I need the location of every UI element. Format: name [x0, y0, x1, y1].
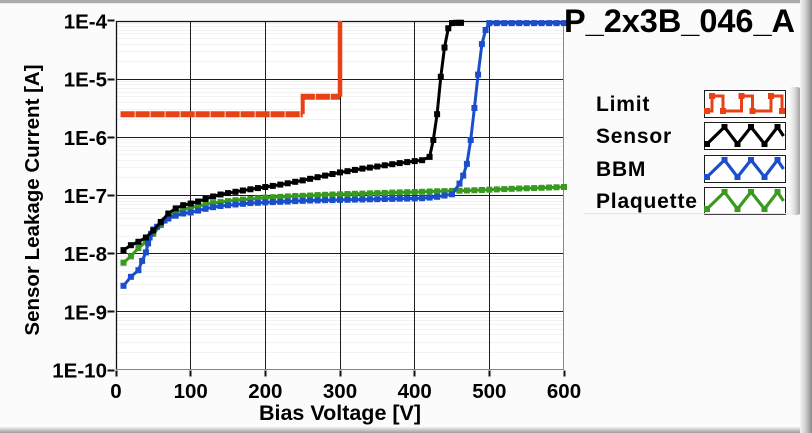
svg-text:1E-10: 1E-10: [52, 360, 107, 383]
svg-text:1E-9: 1E-9: [64, 301, 107, 324]
svg-text:0: 0: [110, 380, 121, 403]
svg-text:Plaquette: Plaquette: [596, 190, 698, 213]
svg-text:1E-5: 1E-5: [64, 69, 107, 92]
svg-text:Limit: Limit: [596, 93, 650, 116]
svg-text:BBM: BBM: [596, 158, 646, 181]
svg-text:Sensor: Sensor: [596, 125, 672, 148]
svg-text:Sensor Leakage Current [A]: Sensor Leakage Current [A]: [21, 64, 44, 335]
svg-text:400: 400: [398, 380, 432, 403]
svg-text:300: 300: [323, 380, 357, 403]
svg-text:1E-7: 1E-7: [64, 185, 107, 208]
svg-text:Bias Voltage [V]: Bias Voltage [V]: [259, 401, 421, 425]
svg-text:600: 600: [547, 380, 581, 403]
svg-text:1E-8: 1E-8: [64, 243, 107, 266]
svg-text:1E-6: 1E-6: [64, 127, 107, 150]
svg-text:1E-4: 1E-4: [64, 11, 108, 34]
svg-text:100: 100: [174, 380, 208, 403]
svg-text:200: 200: [248, 380, 282, 403]
svg-text:500: 500: [472, 380, 506, 403]
svg-text:P_2x3B_046_A: P_2x3B_046_A: [564, 3, 795, 39]
